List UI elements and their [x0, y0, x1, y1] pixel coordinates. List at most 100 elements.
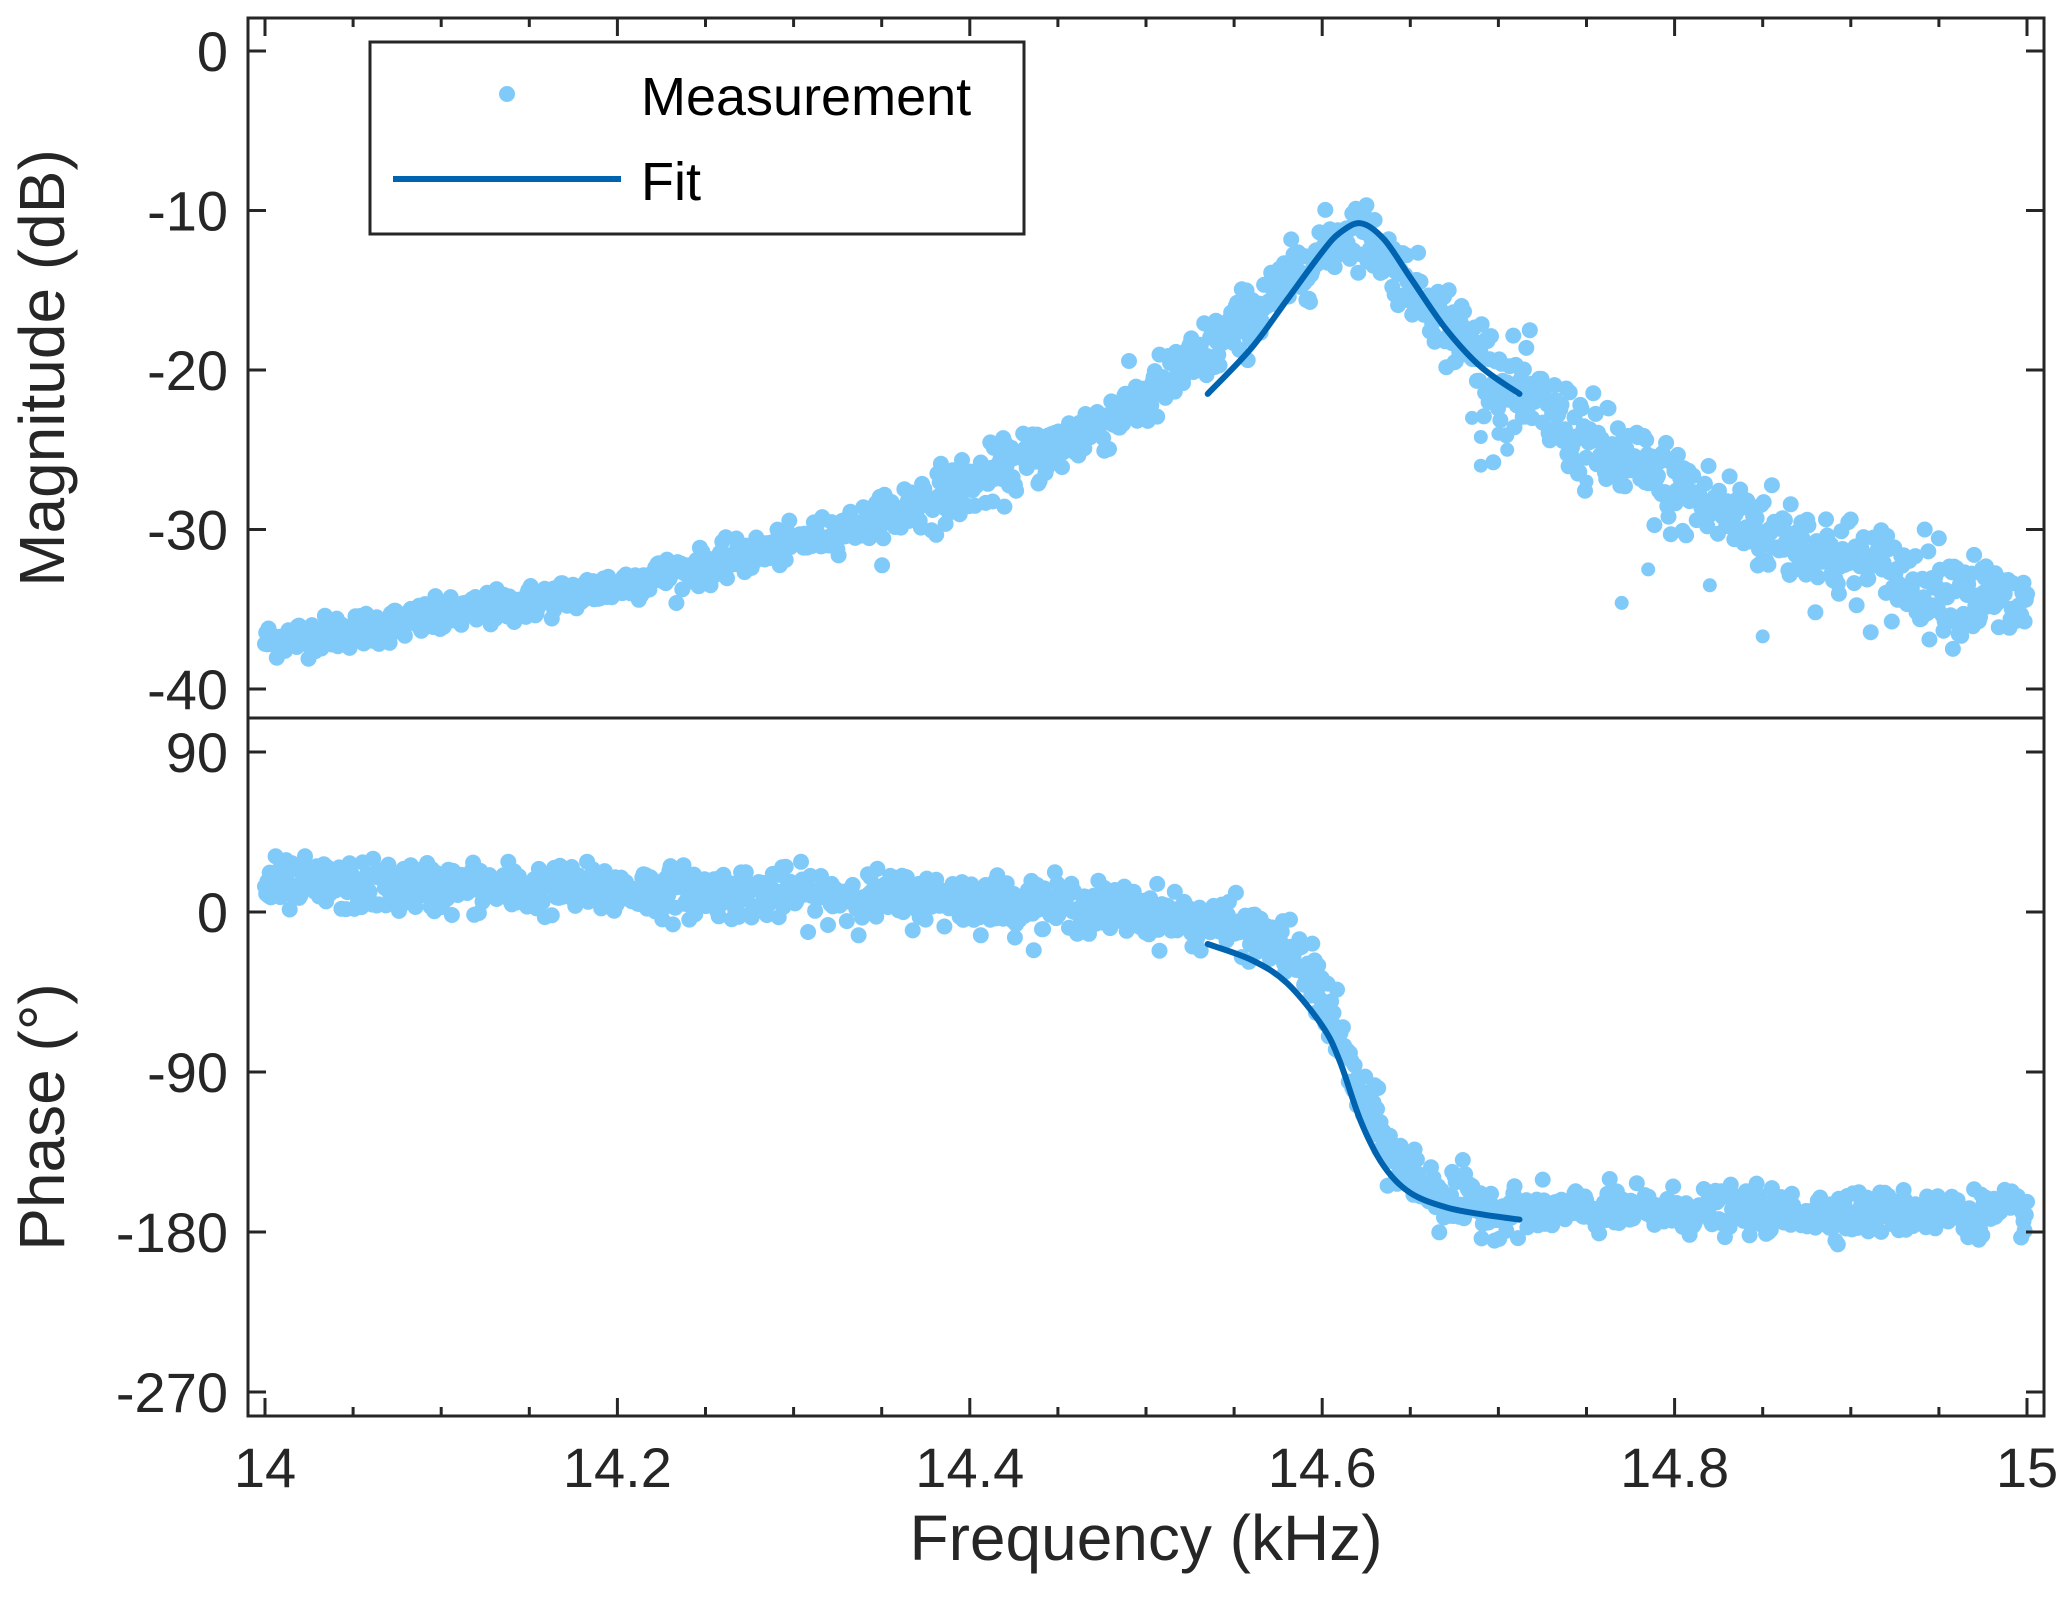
magnitude-data-point — [1807, 604, 1824, 621]
phase-data-point — [2019, 1193, 2035, 1210]
magnitude-y-tick-label: -30 — [147, 499, 228, 562]
magnitude-data-point — [1966, 546, 1983, 563]
magnitude-data-point — [427, 588, 444, 605]
phase-data-point — [838, 913, 855, 930]
magnitude-data-point — [1485, 454, 1502, 471]
phase-data-point — [1722, 1176, 1739, 1193]
phase-measurement-points — [257, 848, 2035, 1253]
magnitude-data-point — [396, 627, 413, 644]
phase-y-tick-label: -180 — [116, 1201, 228, 1264]
magnitude-data-point — [1492, 412, 1509, 429]
magnitude-data-point — [1842, 511, 1859, 528]
magnitude-data-point — [1916, 521, 1933, 538]
phase-data-point — [1006, 929, 1023, 946]
magnitude-data-point — [1553, 396, 1570, 413]
phase-data-point — [1408, 1151, 1425, 1168]
x-axis-label: Frequency (kHz) — [910, 1502, 1383, 1574]
x-tick-label: 14.8 — [1620, 1436, 1729, 1499]
phase-data-point — [917, 911, 934, 928]
magnitude-data-point — [1573, 400, 1590, 417]
magnitude-data-point — [1404, 306, 1421, 323]
magnitude-data-point — [1721, 468, 1738, 485]
phase-data-point — [675, 857, 692, 874]
magnitude-data-point — [668, 595, 685, 611]
magnitude-outlier-point — [1641, 562, 1656, 577]
magnitude-data-point — [1587, 405, 1604, 422]
phase-data-point — [407, 899, 424, 915]
phase-y-tick-label: 0 — [197, 881, 228, 944]
magnitude-data-point — [781, 512, 798, 529]
phase-data-point — [1329, 981, 1345, 998]
magnitude-outlier-point — [1491, 426, 1506, 441]
magnitude-data-point — [777, 551, 794, 568]
magnitude-data-point — [1473, 316, 1490, 333]
phase-y-ticks: 90 0 -90 -180 -270 — [116, 721, 2044, 1424]
phase-data-point — [1783, 1185, 1800, 1202]
phase-data-point — [281, 901, 298, 918]
magnitude-outlier-point — [1702, 578, 1717, 593]
magnitude-data-point — [1054, 459, 1070, 476]
magnitude-data-point — [1848, 597, 1865, 614]
magnitude-data-point — [1646, 517, 1663, 534]
magnitude-data-point — [1763, 477, 1780, 494]
magnitude-data-point — [1696, 475, 1713, 492]
magnitude-y-ticks: 0 -10 -20 -30 -40 — [147, 20, 2044, 721]
phase-data-point — [1304, 935, 1321, 952]
magnitude-data-point — [1456, 303, 1472, 320]
legend-measurement-label: Measurement — [641, 67, 971, 127]
magnitude-data-point — [1483, 328, 1499, 345]
phase-fit-line — [1204, 941, 1523, 1223]
magnitude-data-point — [1879, 527, 1896, 544]
phase-data-point — [820, 917, 836, 933]
magnitude-outlier-point — [1465, 410, 1479, 425]
magnitude-y-tick-label: -40 — [147, 658, 228, 721]
phase-data-point — [1534, 1171, 1551, 1188]
x-tick-label: 14.4 — [915, 1436, 1024, 1499]
phase-data-point — [443, 907, 460, 923]
phase-data-point — [1510, 1230, 1526, 1247]
magnitude-data-point — [1660, 508, 1677, 525]
magnitude-data-point — [1121, 353, 1137, 369]
phase-y-tick-label: -270 — [116, 1361, 228, 1424]
phase-data-point — [1035, 921, 1052, 938]
legend: Measurement Fit — [368, 40, 1026, 236]
magnitude-data-point — [1521, 322, 1538, 339]
magnitude-data-point — [1515, 361, 1532, 378]
phase-data-point — [1282, 911, 1298, 928]
phase-data-point — [1628, 1175, 1645, 1192]
magnitude-data-point — [1700, 458, 1717, 474]
magnitude-data-point — [1518, 339, 1535, 356]
magnitude-data-point — [1283, 231, 1300, 248]
phase-data-point — [1025, 942, 1042, 959]
phase-data-point — [1125, 883, 1142, 900]
magnitude-outlier-point — [1473, 430, 1488, 444]
magnitude-data-point — [1794, 530, 1811, 547]
magnitude-data-point — [1649, 467, 1666, 484]
x-tick-label: 14.6 — [1268, 1436, 1377, 1499]
magnitude-data-point — [1410, 244, 1427, 261]
phase-data-point — [543, 907, 560, 924]
phase-data-point — [1506, 1178, 1523, 1195]
magnitude-data-point — [1883, 613, 1900, 630]
phase-data-point — [1334, 1019, 1351, 1036]
magnitude-data-point — [719, 570, 735, 587]
x-tick-label: 15 — [1996, 1436, 2058, 1499]
phase-data-point — [534, 894, 551, 911]
magnitude-data-point — [874, 557, 891, 574]
magnitude-data-point — [875, 530, 892, 547]
magnitude-data-point — [442, 589, 459, 606]
magnitude-data-point — [1809, 569, 1826, 586]
magnitude-data-point — [1846, 575, 1863, 592]
phase-data-point — [1149, 875, 1166, 892]
magnitude-data-point — [1600, 400, 1617, 417]
phase-data-point — [1829, 1236, 1846, 1253]
magnitude-data-point — [1638, 432, 1655, 448]
phase-data-point — [1370, 1080, 1387, 1096]
magnitude-data-point — [1800, 517, 1817, 534]
phase-plot-area — [248, 718, 2044, 1416]
phase-data-point — [1601, 1171, 1618, 1187]
magnitude-data-point — [1830, 585, 1847, 602]
phase-data-point — [1498, 1222, 1515, 1239]
